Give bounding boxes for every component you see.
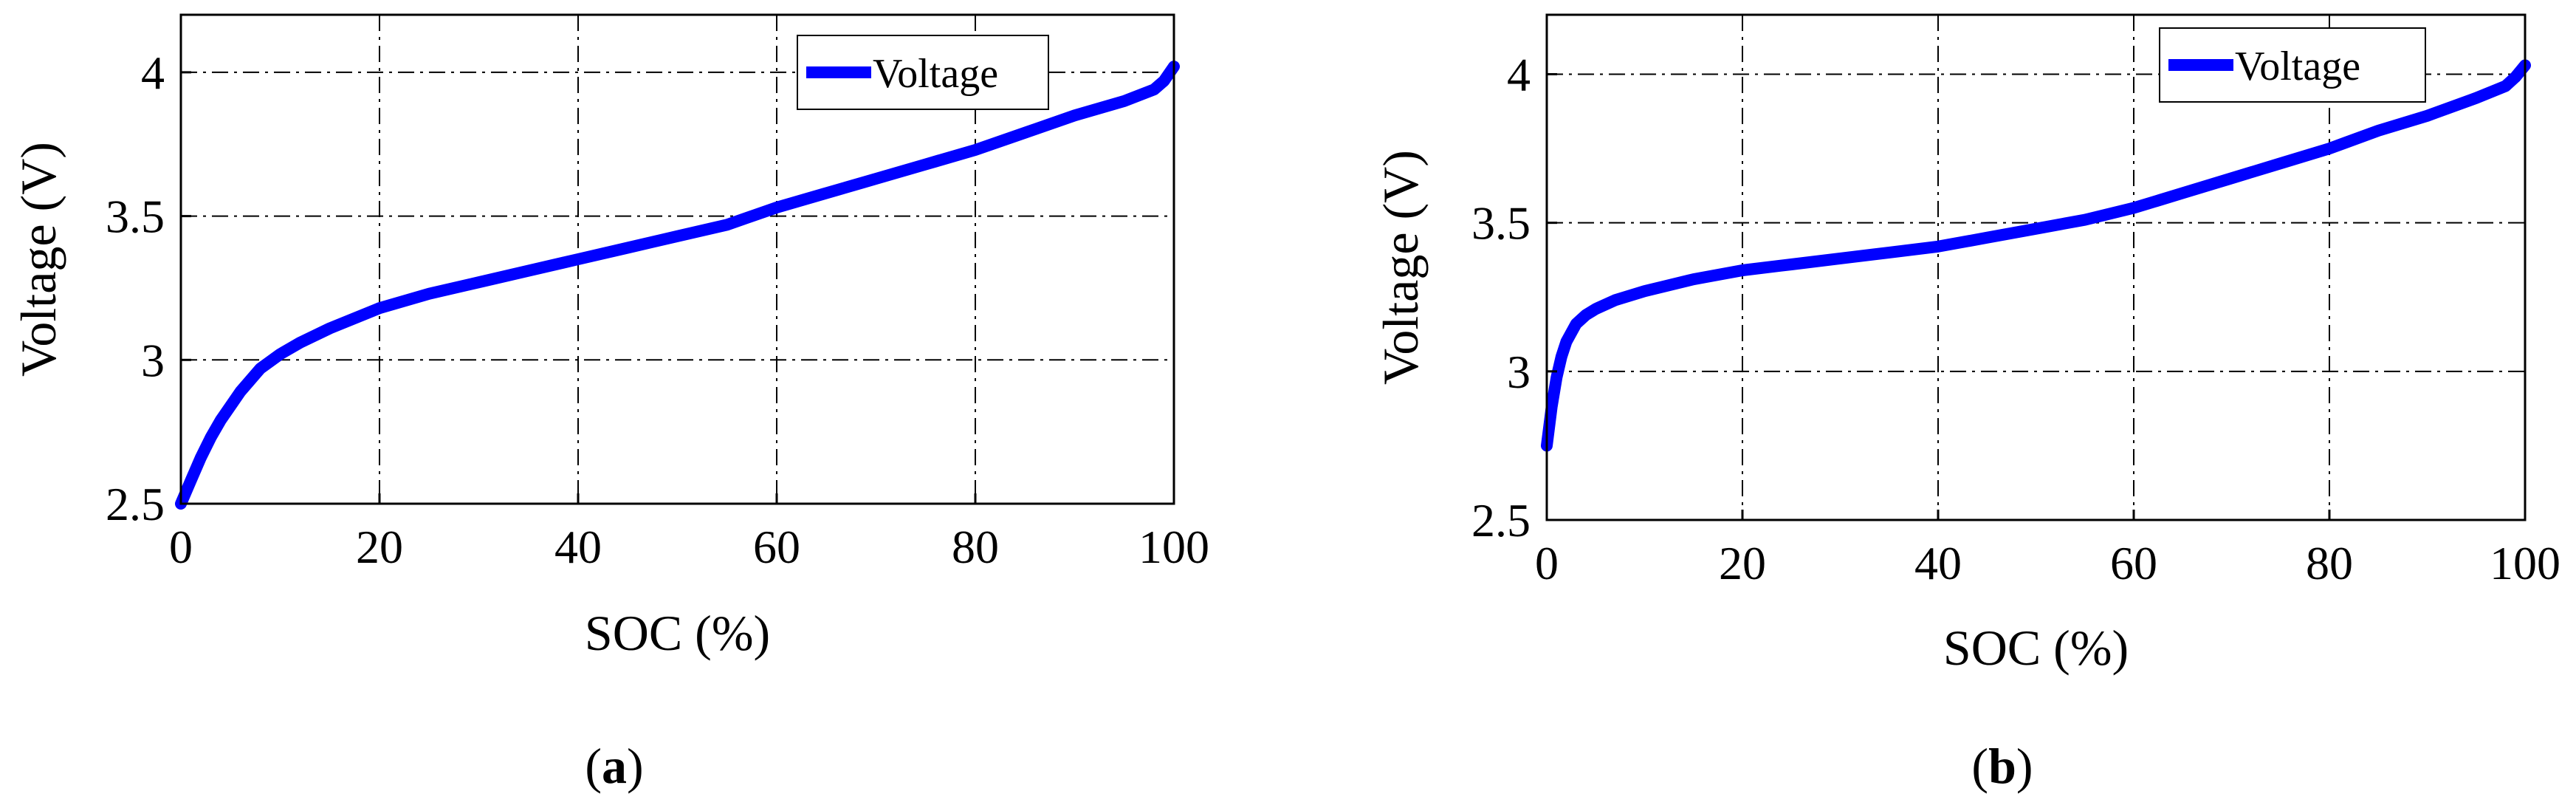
x-tick-label: 60 <box>2110 537 2157 589</box>
x-tick-label: 0 <box>1535 537 1559 589</box>
y-tick-label: 3 <box>141 334 165 386</box>
x-tick-label: 20 <box>1719 537 1766 589</box>
y-tick-label: 2.5 <box>106 478 165 530</box>
panel-letter: a <box>602 738 627 794</box>
y-tick-label: 3.5 <box>1471 197 1531 250</box>
y-tick-label: 4 <box>1507 48 1531 100</box>
plot-frame <box>179 13 1175 505</box>
x-tick-label: 0 <box>169 521 193 573</box>
x-tick-label: 40 <box>1914 537 1962 589</box>
series-line-voltage <box>175 61 1180 510</box>
chart-panel-a: 0 20 40 60 80 100 2.5 3 3.5 4 SOC (%) Voltage (V) Vo… <box>10 13 1209 794</box>
panel-caption: (a) <box>585 738 643 794</box>
legend-label: Voltage <box>2235 44 2360 89</box>
y-axis-label: Voltage (V) <box>10 142 66 377</box>
x-tick-label: 80 <box>2306 537 2353 589</box>
x-axis-label: SOC (%) <box>585 605 770 661</box>
legend: Voltage <box>797 35 1049 110</box>
legend-label: Voltage <box>873 51 998 97</box>
x-tick-label: 80 <box>952 521 999 573</box>
x-axis-label: SOC (%) <box>1943 620 2129 676</box>
chart-panel-b: 0 20 40 60 80 100 2.5 3 3.5 4 SOC (%) Voltage (V) Vo… <box>1373 13 2560 794</box>
x-tick-label: 100 <box>1138 521 1209 573</box>
y-tick-label: 3 <box>1507 346 1531 398</box>
y-tick-label: 3.5 <box>106 191 165 243</box>
panel-letter: b <box>1988 738 2016 794</box>
y-tick-label: 4 <box>141 47 165 99</box>
x-tick-label: 100 <box>2490 537 2560 589</box>
panel-caption: (b) <box>1971 738 2033 794</box>
series-line-voltage <box>1541 59 2531 452</box>
plot-frame <box>1545 13 2527 521</box>
y-tick-label: 2.5 <box>1471 494 1531 547</box>
y-axis-label: Voltage (V) <box>1373 150 1429 385</box>
x-tick-label: 40 <box>554 521 602 573</box>
x-tick-label: 20 <box>356 521 403 573</box>
x-tick-label: 60 <box>753 521 800 573</box>
legend: Voltage <box>2159 27 2426 103</box>
